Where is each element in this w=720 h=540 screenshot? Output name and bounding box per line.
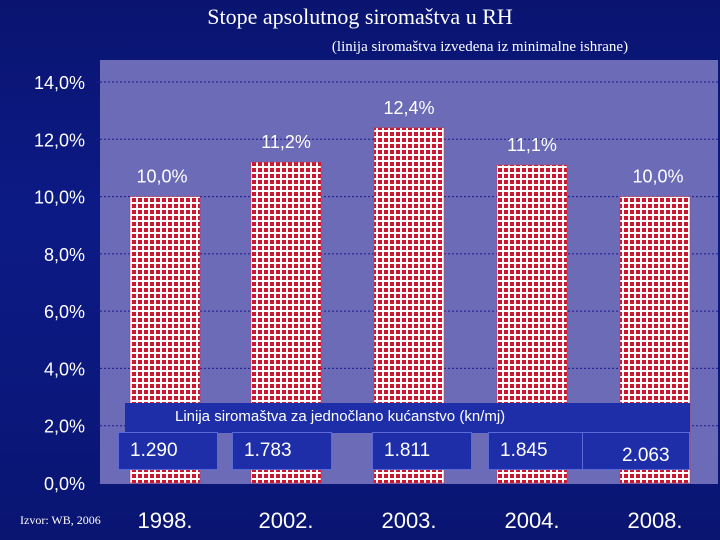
poverty-line-label: Linija siromaštva za jednočlano kućanstv… [175, 408, 506, 425]
x-tick-label: 2002. [258, 508, 313, 533]
y-tick-label: 14,0% [34, 73, 85, 93]
chart-subtitle: (linija siromaštva izvedena iz minimalne… [331, 39, 629, 55]
data-label: 11,2% [261, 132, 311, 152]
source-note: Izvor: WB, 2006 [20, 513, 101, 527]
y-tick-label: 12,0% [34, 130, 85, 150]
y-tick-label: 10,0% [34, 188, 85, 208]
poverty-line-box [488, 432, 584, 470]
data-label: 11,1% [507, 135, 557, 155]
poverty-line-value: 2.063 [622, 445, 670, 466]
poverty-line-box [118, 432, 218, 470]
y-tick-label: 2,0% [44, 417, 85, 437]
y-tick-label: 8,0% [44, 245, 85, 265]
poverty-line-band [125, 403, 690, 433]
poverty-line-box [372, 432, 472, 470]
poverty-line-value: 1.290 [130, 440, 178, 461]
x-tick-label: 1998. [137, 508, 192, 533]
y-tick-label: 0,0% [44, 474, 85, 494]
chart-title: Stope apsolutnog siromaštva u RH [207, 4, 513, 29]
y-tick-label: 4,0% [44, 359, 85, 379]
poverty-line-value: 1.845 [500, 440, 548, 461]
x-tick-label: 2004. [504, 508, 559, 533]
poverty-line-box [232, 432, 332, 470]
data-label: 10,0% [632, 167, 683, 187]
poverty-line-value: 1.783 [244, 440, 292, 461]
poverty-line-box [582, 432, 690, 470]
data-label: 10,0% [136, 167, 187, 187]
x-tick-label: 2003. [381, 508, 436, 533]
poverty-line-value: 1.811 [384, 440, 431, 461]
data-label: 12,4% [383, 98, 434, 118]
x-tick-label: 2008. [627, 508, 682, 533]
y-tick-label: 6,0% [44, 302, 85, 322]
